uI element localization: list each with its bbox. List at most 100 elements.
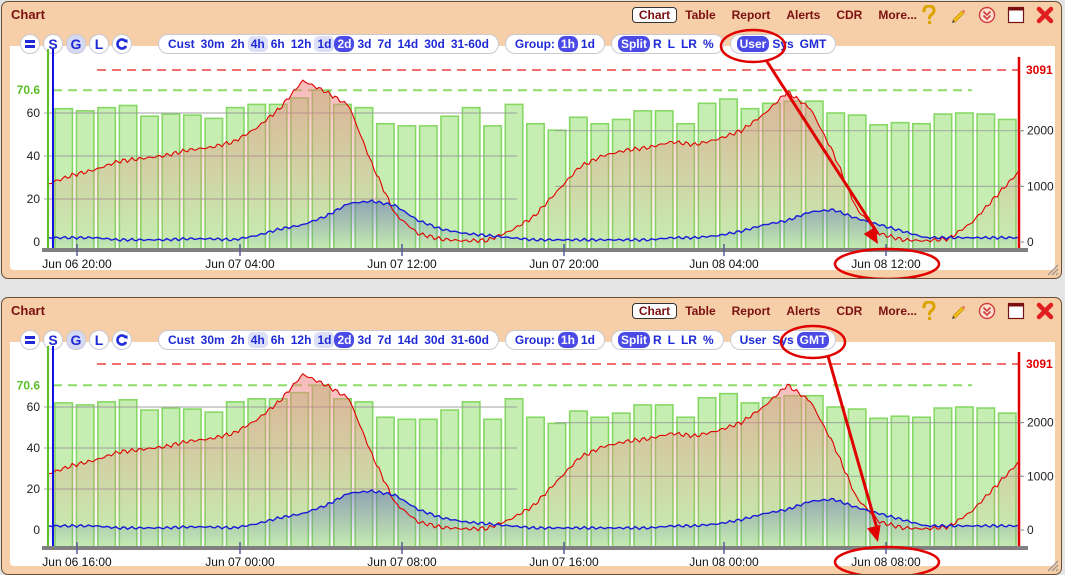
group-1h[interactable]: 1h xyxy=(557,36,578,52)
axis-mode-r[interactable]: R xyxy=(652,37,662,51)
maximize-icon[interactable] xyxy=(1006,5,1026,25)
range-1d[interactable]: 1d xyxy=(314,332,335,348)
tab-report[interactable]: Report xyxy=(731,304,771,318)
round-button-label: L xyxy=(94,332,104,348)
range-6h[interactable]: 6h xyxy=(270,37,285,51)
timezone-sys[interactable]: Sys xyxy=(772,37,794,51)
timezone-sys[interactable]: Sys xyxy=(772,333,794,347)
range-4h[interactable]: 4h xyxy=(247,36,268,52)
red-series-line xyxy=(48,79,1019,244)
range-6h[interactable]: 6h xyxy=(270,333,285,347)
range-14d[interactable]: 14d xyxy=(397,37,419,51)
maximize-icon[interactable] xyxy=(1006,301,1026,321)
axis-mode-split[interactable]: Split xyxy=(617,332,650,348)
timezone-gmt[interactable]: GMT xyxy=(796,332,830,348)
range-31-60d[interactable]: 31-60d xyxy=(450,37,489,51)
group-label: Group: xyxy=(514,37,555,51)
edit-pencil-icon[interactable] xyxy=(948,301,968,321)
axis-mode-r[interactable]: R xyxy=(652,333,662,347)
range-2h[interactable]: 2h xyxy=(230,333,245,347)
log-button[interactable]: L xyxy=(89,34,109,54)
tab-more[interactable]: More... xyxy=(878,304,917,318)
bar xyxy=(483,125,503,251)
arrow-head-icon xyxy=(867,524,881,542)
range-1d[interactable]: 1d xyxy=(314,36,335,52)
range-30m[interactable]: 30m xyxy=(200,37,225,51)
x-tick-label: Jun 07 16:00 xyxy=(529,555,599,569)
range-12h[interactable]: 12h xyxy=(290,333,312,347)
range-31-60d[interactable]: 31-60d xyxy=(450,333,489,347)
right-tick-label: 2000 xyxy=(1027,124,1054,138)
range-12h[interactable]: 12h xyxy=(290,37,312,51)
axis-mode-l[interactable]: L xyxy=(667,37,675,51)
tab-more[interactable]: More... xyxy=(878,8,917,22)
timezone-user[interactable]: User xyxy=(736,36,770,52)
axis-mode-split[interactable]: Split xyxy=(617,36,650,52)
timezone-selector: User Sys GMT xyxy=(729,330,837,350)
bar xyxy=(933,113,953,251)
split-selector: Split R L LR% xyxy=(610,330,724,350)
range-2d[interactable]: 2d xyxy=(334,36,355,52)
equalize-button[interactable] xyxy=(20,330,40,350)
tab-table[interactable]: Table xyxy=(685,8,716,22)
range-cust[interactable]: Cust xyxy=(168,333,195,347)
window-controls xyxy=(919,301,1055,321)
equalize-button[interactable] xyxy=(20,34,40,54)
group-1d[interactable]: 1d xyxy=(580,37,595,51)
range-4h[interactable]: 4h xyxy=(247,332,268,348)
range-30d[interactable]: 30d xyxy=(424,37,445,51)
range-30m[interactable]: 30m xyxy=(200,333,225,347)
round-button-label: G xyxy=(70,36,82,52)
highlight-ellipse-time-label xyxy=(833,247,941,278)
range-3d[interactable]: 3d xyxy=(357,333,372,347)
panel-title: Chart xyxy=(11,303,45,318)
x-tick-label: Jun 08 04:00 xyxy=(689,257,759,271)
range-7d[interactable]: 7d xyxy=(377,37,392,51)
right-tick-label: 2000 xyxy=(1027,416,1054,430)
timezone-gmt[interactable]: GMT xyxy=(799,37,827,51)
close-icon[interactable] xyxy=(1035,301,1055,321)
tab-cdr[interactable]: CDR xyxy=(836,304,863,318)
tab-cdr[interactable]: CDR xyxy=(836,8,863,22)
range-2h[interactable]: 2h xyxy=(230,37,245,51)
axis-mode-lr[interactable]: LR xyxy=(680,37,697,51)
resize-grip[interactable] xyxy=(1045,262,1059,276)
tab-alerts[interactable]: Alerts xyxy=(786,304,821,318)
group-selector: Group: 1h 1d xyxy=(504,34,605,54)
close-icon[interactable] xyxy=(1035,5,1055,25)
collapse-icon[interactable] xyxy=(977,301,997,321)
help-icon[interactable] xyxy=(919,301,939,321)
grid-button[interactable]: G xyxy=(66,330,86,350)
highlight-ellipse-time-label xyxy=(833,545,941,574)
range-30d[interactable]: 30d xyxy=(424,333,445,347)
range-3d[interactable]: 3d xyxy=(357,37,372,51)
edit-pencil-icon[interactable] xyxy=(948,5,968,25)
x-tick-label: Jun 07 20:00 xyxy=(529,257,599,271)
range-7d[interactable]: 7d xyxy=(377,333,392,347)
log-button[interactable]: L xyxy=(89,330,109,350)
axis-mode-percent[interactable]: % xyxy=(702,333,714,347)
chart-panel-2: Chart Chart Table Report Alerts CDR More... S… xyxy=(1,297,1062,575)
tab-table[interactable]: Table xyxy=(685,304,716,318)
refresh-button[interactable] xyxy=(112,34,132,54)
tab-chart[interactable]: Chart xyxy=(631,303,678,319)
view-menu: Chart Table Report Alerts CDR More... xyxy=(631,303,925,319)
refresh-button[interactable] xyxy=(112,330,132,350)
group-1h[interactable]: 1h xyxy=(557,332,578,348)
axis-mode-lr[interactable]: LR xyxy=(680,333,697,347)
tab-report[interactable]: Report xyxy=(731,8,771,22)
tab-alerts[interactable]: Alerts xyxy=(786,8,821,22)
tab-chart[interactable]: Chart xyxy=(631,7,678,23)
blue-series-line xyxy=(48,199,1019,243)
range-2d[interactable]: 2d xyxy=(334,332,355,348)
axis-mode-l[interactable]: L xyxy=(667,333,675,347)
range-14d[interactable]: 14d xyxy=(397,333,419,347)
grid-button[interactable]: G xyxy=(66,34,86,54)
help-icon[interactable] xyxy=(919,5,939,25)
range-cust[interactable]: Cust xyxy=(168,37,195,51)
group-1d[interactable]: 1d xyxy=(580,333,595,347)
blue-series-line xyxy=(48,489,1019,531)
axis-mode-percent[interactable]: % xyxy=(702,37,714,51)
collapse-icon[interactable] xyxy=(977,5,997,25)
timezone-user[interactable]: User xyxy=(739,333,767,347)
